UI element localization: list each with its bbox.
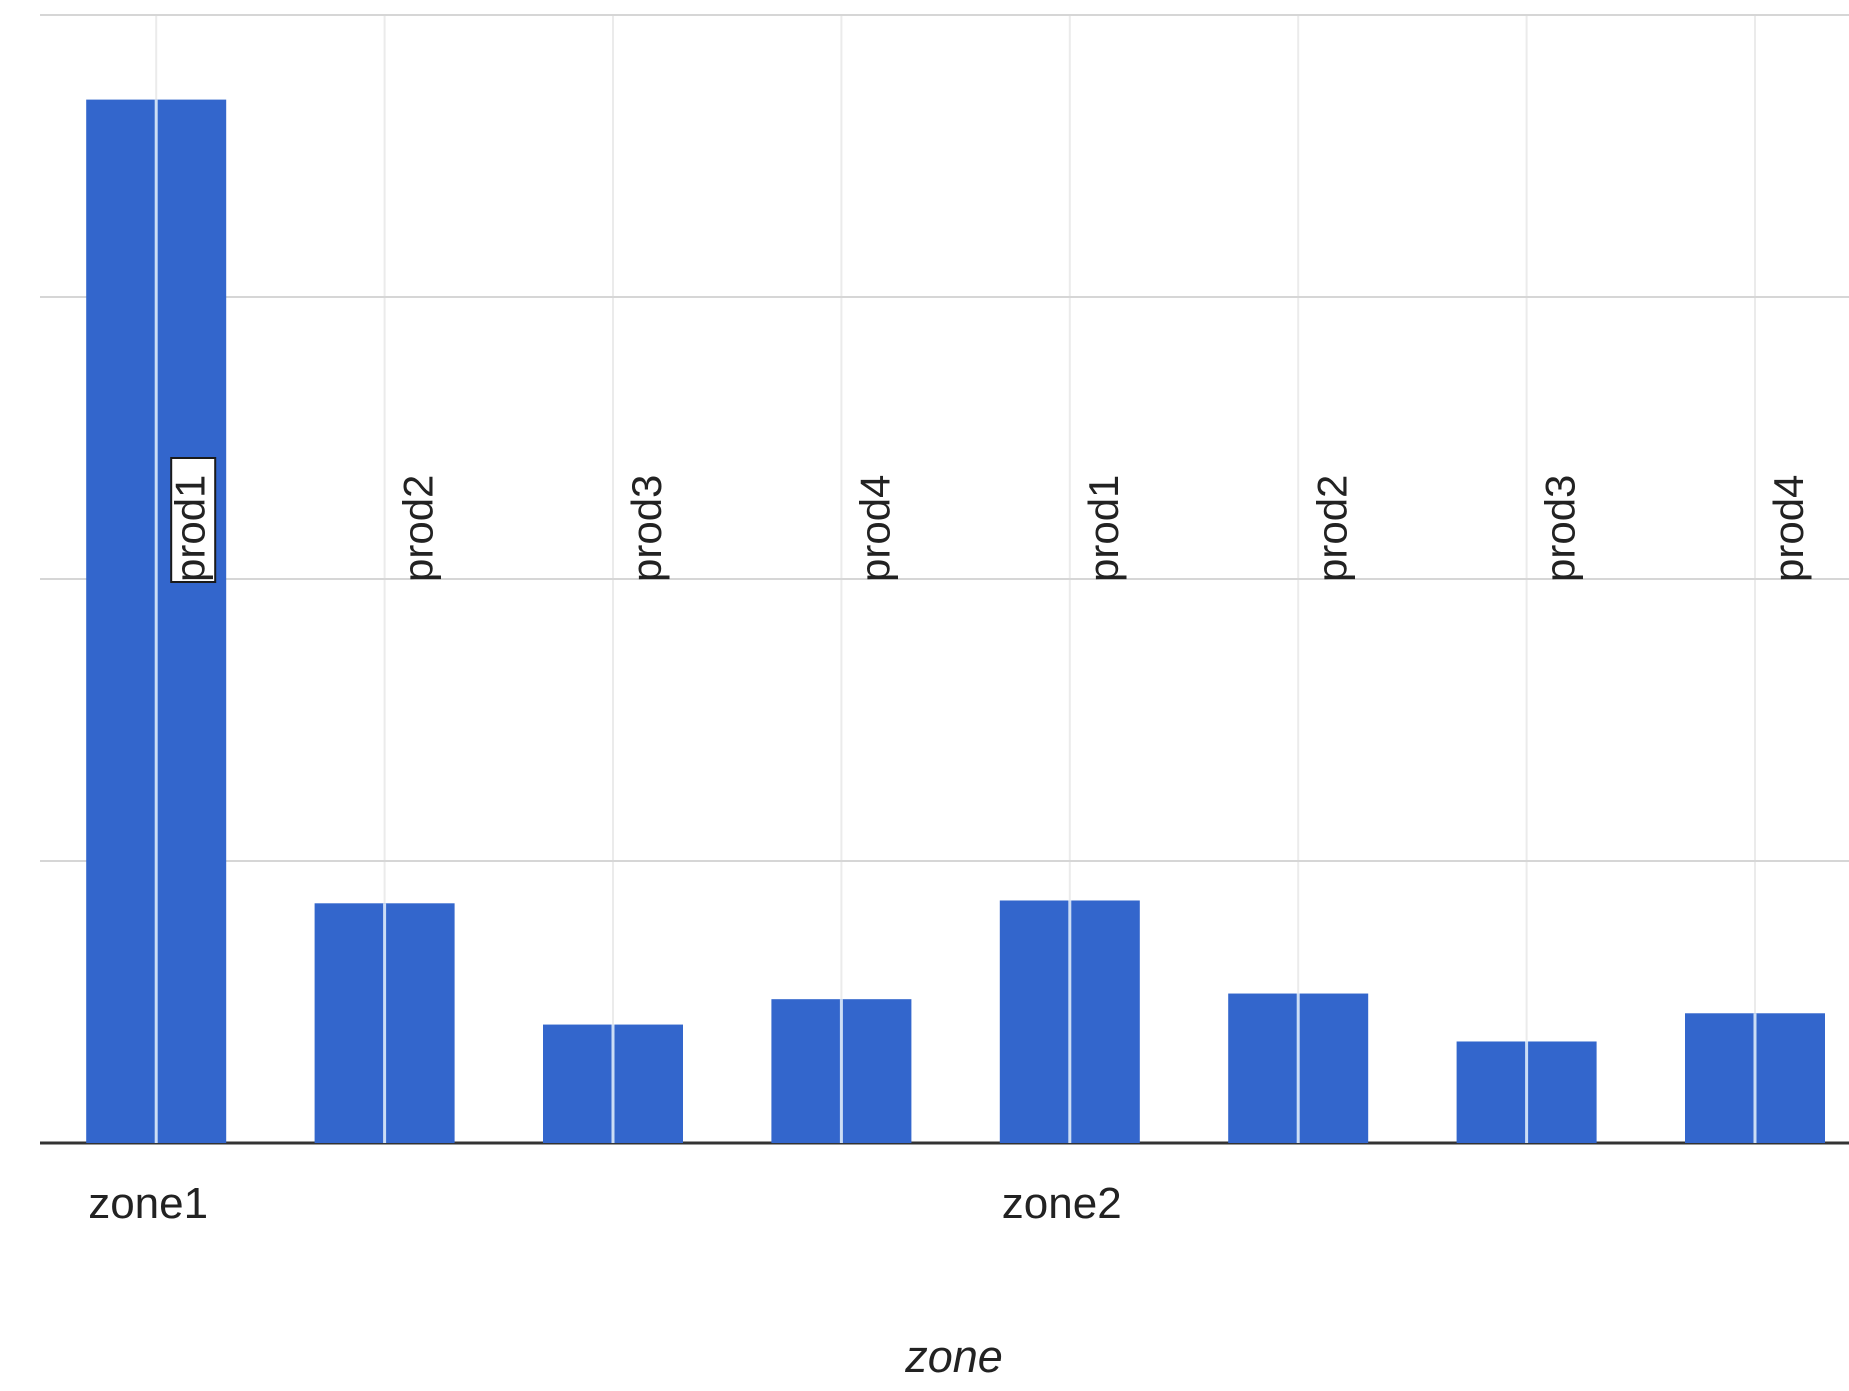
category-tick-label: prod1: [1080, 475, 1127, 582]
category-tick-label: prod4: [851, 475, 898, 582]
category-tick-label: prod2: [395, 475, 442, 582]
labels-layer: prod1 prod2 prod3 prod4 prod1 prod2 prod3 prod4…: [88, 457, 1812, 1228]
label-background: [170, 457, 217, 583]
category-tick-label: prod1: [166, 475, 213, 582]
category-tick-label: prod3: [1537, 475, 1584, 582]
category-tick-label: prod2: [1308, 475, 1355, 582]
x-axis-title: zone: [904, 1331, 1003, 1382]
group-label: zone2: [1002, 1179, 1122, 1228]
category-tick-label: prod3: [623, 475, 670, 582]
bars-layer: [86, 99, 1825, 1144]
category-tick-label: prod4: [1765, 475, 1812, 582]
group-label: zone1: [88, 1179, 208, 1228]
